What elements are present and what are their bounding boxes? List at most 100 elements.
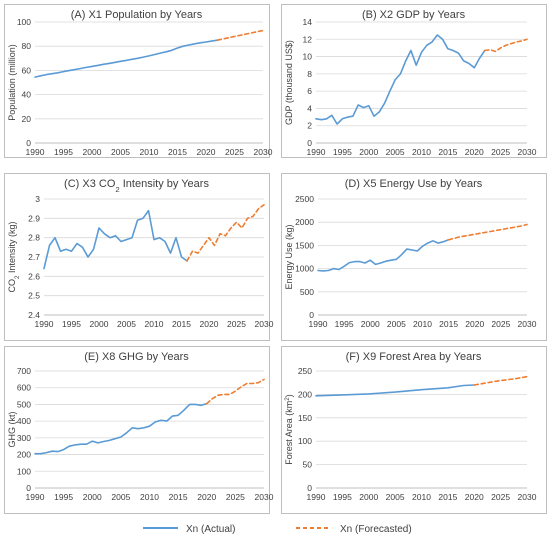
actual-series-line bbox=[315, 384, 476, 397]
x-tick-label: 1990 bbox=[307, 147, 326, 157]
y-axis-label: GHG (kt) bbox=[7, 412, 17, 448]
x-tick-label: 2010 bbox=[140, 147, 159, 157]
x-tick-label: 2030 bbox=[255, 319, 274, 329]
x-tick-label: 2005 bbox=[111, 492, 130, 502]
y-tick-label: 0 bbox=[26, 483, 31, 493]
x-tick-label: 2005 bbox=[386, 492, 405, 502]
chart-title: (F) X9 Forest Area by Years bbox=[346, 351, 482, 363]
y-tick-label: 600 bbox=[17, 383, 31, 393]
x-tick-label: 1990 bbox=[309, 319, 328, 329]
chart-panel-6: (F) X9 Forest Area by Years 0 50 100 150 200 2… bbox=[281, 346, 547, 514]
y-axis-label: CO2 Intensity (kg) bbox=[7, 221, 21, 292]
x-tick-label: 2010 bbox=[412, 492, 431, 502]
x-tick-label: 1990 bbox=[26, 492, 45, 502]
x-tick-label: 2020 bbox=[197, 147, 216, 157]
y-axis-label: Energy Use (kg) bbox=[284, 224, 294, 289]
y-tick-label: 700 bbox=[17, 366, 31, 376]
y-tick-label: 300 bbox=[17, 433, 31, 443]
x-tick-label: 2020 bbox=[465, 319, 484, 329]
y-tick-label: 1000 bbox=[295, 264, 314, 274]
legend: Xn (Actual) Xn (Forecasted) bbox=[143, 524, 412, 535]
y-tick-label: 2.5 bbox=[28, 291, 40, 301]
panel-frame bbox=[4, 346, 270, 514]
y-tick-label: 1500 bbox=[295, 240, 314, 250]
x-tick-label: 2025 bbox=[491, 492, 510, 502]
x-tick-label: 2000 bbox=[83, 147, 102, 157]
chart-panel-5: (E) X8 GHG by Years 0 100 200 300 400 500 600 70… bbox=[4, 346, 274, 514]
x-tick-label: 2020 bbox=[200, 319, 219, 329]
x-tick-label: 2015 bbox=[168, 147, 187, 157]
x-tick-label: 2015 bbox=[438, 492, 457, 502]
chart-panel-4: (D) X5 Energy Use by Years 0 500 1000 1500 20… bbox=[281, 173, 547, 341]
x-tick-label: 2015 bbox=[438, 147, 457, 157]
forecast-series-line bbox=[216, 29, 264, 42]
chart-panels: (A) X1 Population by Years02040608010019… bbox=[4, 4, 547, 514]
legend-forecast-label: Xn (Forecasted) bbox=[340, 524, 412, 535]
x-tick-label: 2030 bbox=[518, 492, 537, 502]
y-tick-label: 60 bbox=[22, 65, 32, 75]
forecast-series-line bbox=[186, 204, 265, 262]
chart-title: (C) X3 CO2 Intensity by Years bbox=[64, 178, 209, 194]
forecast-series-line bbox=[447, 223, 528, 241]
legend-actual-label: Xn (Actual) bbox=[186, 524, 235, 535]
y-axis-label: GDP (thousand US$) bbox=[284, 40, 294, 125]
x-tick-label: 2030 bbox=[254, 147, 273, 157]
y-tick-label: 2.4 bbox=[28, 310, 40, 320]
actual-series-line bbox=[315, 34, 486, 125]
x-tick-label: 2010 bbox=[413, 319, 432, 329]
y-tick-label: 2 bbox=[307, 121, 312, 131]
y-tick-label: 150 bbox=[298, 413, 312, 423]
forecast-series-line bbox=[473, 375, 528, 386]
x-tick-label: 1990 bbox=[307, 492, 326, 502]
y-axis-label: Population (million) bbox=[7, 44, 17, 121]
x-tick-label: 1995 bbox=[333, 492, 352, 502]
chart-title: (D) X5 Energy Use by Years bbox=[345, 178, 483, 190]
y-tick-label: 2.7 bbox=[28, 252, 40, 262]
x-tick-label: 1990 bbox=[35, 319, 54, 329]
x-tick-label: 2020 bbox=[465, 492, 484, 502]
y-tick-label: 0 bbox=[307, 138, 312, 148]
y-tick-label: 40 bbox=[22, 90, 32, 100]
y-tick-label: 20 bbox=[22, 114, 32, 124]
chart-panel-3: (C) X3 CO2 Intensity by Years 2.4 2.5 2.6 2.… bbox=[4, 173, 274, 341]
x-tick-label: 1990 bbox=[26, 147, 45, 157]
x-tick-label: 1995 bbox=[335, 319, 354, 329]
y-tick-label: 0 bbox=[26, 138, 31, 148]
y-tick-label: 200 bbox=[17, 450, 31, 460]
actual-series-line bbox=[43, 209, 188, 270]
x-tick-label: 1995 bbox=[54, 147, 73, 157]
x-tick-label: 2015 bbox=[169, 492, 188, 502]
x-tick-label: 2005 bbox=[111, 147, 130, 157]
y-tick-label: 2.6 bbox=[28, 271, 40, 281]
y-tick-label: 100 bbox=[17, 17, 31, 27]
y-tick-label: 2500 bbox=[295, 194, 314, 204]
y-tick-label: 0 bbox=[309, 310, 314, 320]
y-tick-label: 12 bbox=[303, 34, 313, 44]
panel-frame bbox=[4, 4, 270, 158]
x-tick-label: 2020 bbox=[197, 492, 216, 502]
panel-frame bbox=[281, 346, 547, 514]
y-tick-label: 2.9 bbox=[28, 213, 40, 223]
y-tick-label: 80 bbox=[22, 41, 32, 51]
x-tick-label: 2025 bbox=[225, 147, 244, 157]
y-tick-label: 4 bbox=[307, 103, 312, 113]
x-tick-label: 2000 bbox=[90, 319, 109, 329]
actual-series-line bbox=[34, 402, 208, 455]
x-tick-label: 2030 bbox=[255, 492, 274, 502]
y-tick-label: 3 bbox=[35, 194, 40, 204]
chart-title: (E) X8 GHG by Years bbox=[84, 351, 189, 363]
y-tick-label: 8 bbox=[307, 69, 312, 79]
x-tick-label: 2010 bbox=[412, 147, 431, 157]
chart-panel-1: (A) X1 Population by Years 0 20 40 60 80 100 19… bbox=[4, 4, 273, 158]
y-tick-label: 2.8 bbox=[28, 233, 40, 243]
x-tick-label: 2025 bbox=[491, 319, 510, 329]
y-axis-label: Forest Area (km2) bbox=[284, 394, 295, 465]
actual-series-line bbox=[34, 39, 219, 78]
x-tick-label: 2000 bbox=[83, 492, 102, 502]
forecast-series-line bbox=[206, 378, 265, 405]
panel-frame bbox=[281, 173, 547, 341]
forecast-series-line bbox=[483, 38, 528, 53]
y-tick-label: 2000 bbox=[295, 217, 314, 227]
x-tick-label: 1995 bbox=[54, 492, 73, 502]
